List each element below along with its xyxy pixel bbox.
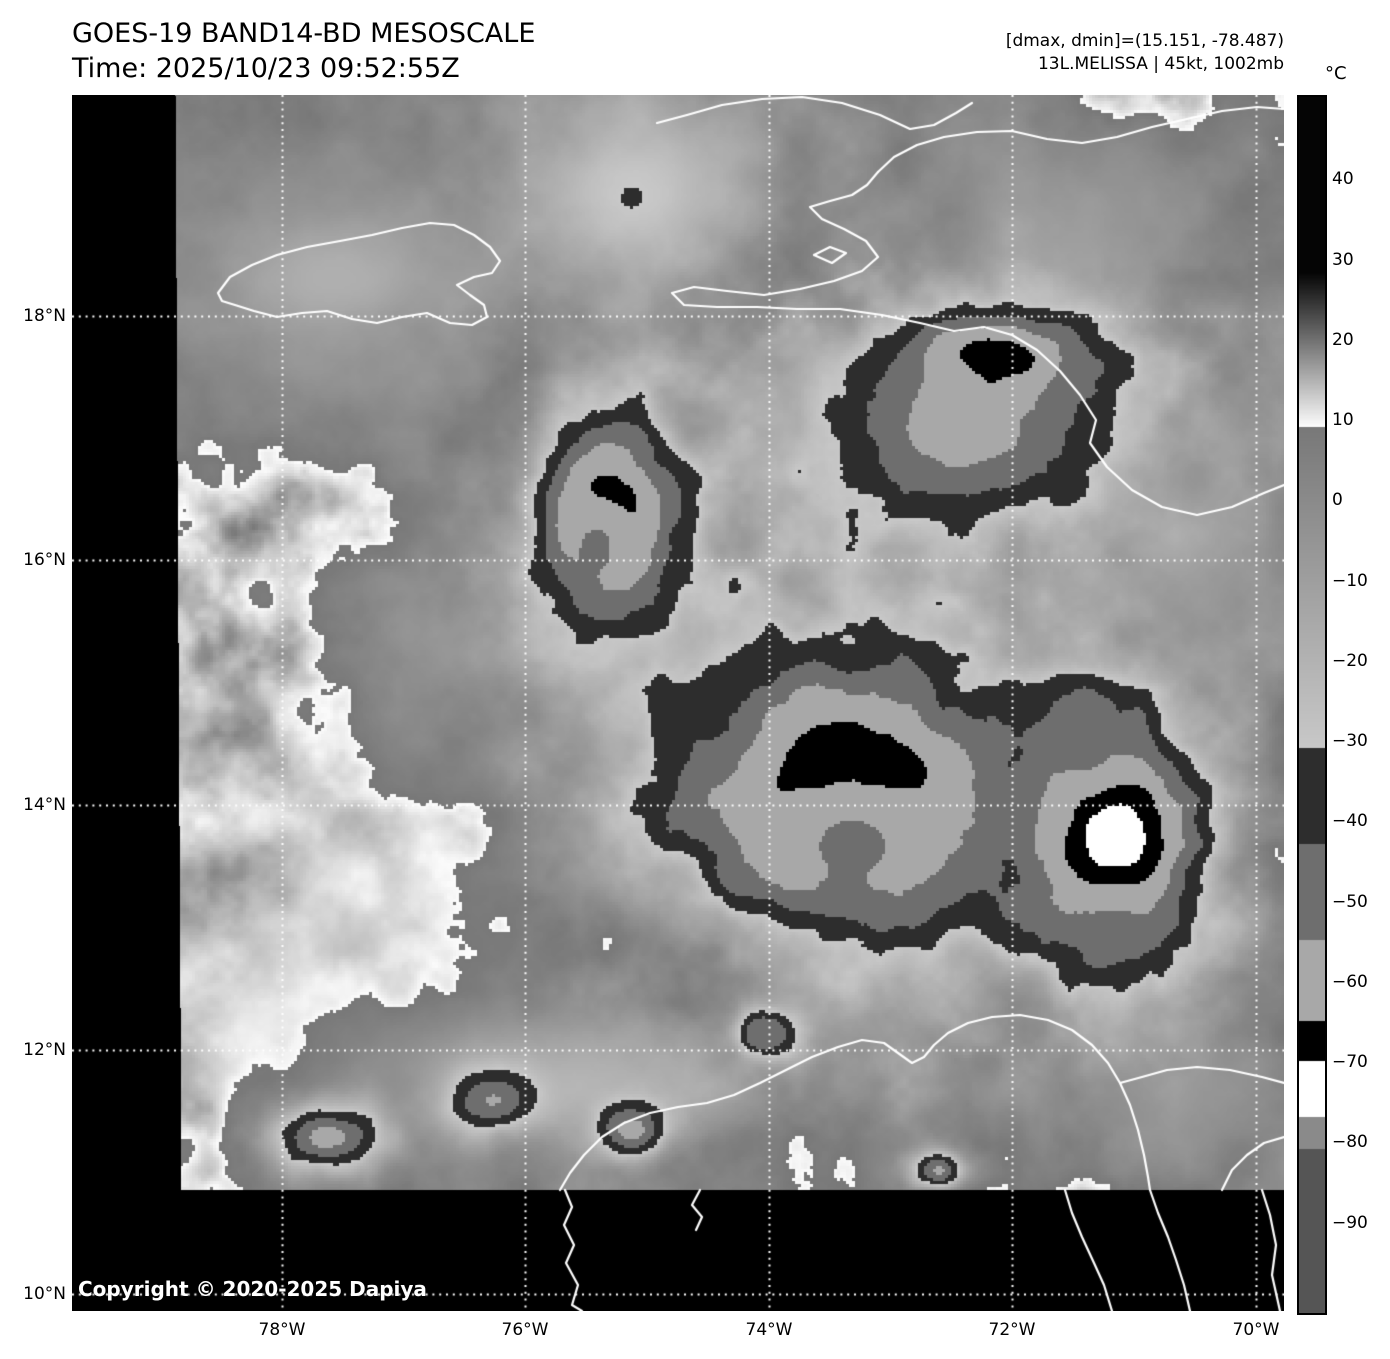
colorbar-tick-label: 10: [1332, 410, 1354, 431]
storm-info-readout: 13L.MELISSA | 45kt, 1002mb: [1037, 54, 1284, 74]
colorbar-tick-label: −20: [1332, 650, 1368, 671]
lon-tick-label: 74°W: [745, 1320, 793, 1340]
lat-tick-label: 14°N: [23, 795, 66, 815]
satellite-imagery-canvas: [72, 95, 1284, 1311]
lon-tick-label: 78°W: [258, 1320, 306, 1340]
lat-tick-label: 12°N: [23, 1040, 66, 1060]
colorbar-unit-label: °C: [1325, 63, 1347, 84]
colorbar-tick-label: −70: [1332, 1052, 1368, 1073]
lat-tick-label: 16°N: [23, 550, 66, 570]
colorbar-gradient: [1297, 95, 1327, 1315]
page-title: GOES-19 BAND14-BD MESOSCALE: [72, 18, 536, 49]
colorbar-tick-label: −40: [1332, 811, 1368, 832]
lat-tick-label: 18°N: [23, 306, 66, 326]
lat-tick-label: 10°N: [23, 1284, 66, 1304]
colorbar-tick-label: −30: [1332, 731, 1368, 752]
colorbar-tick-label: −90: [1332, 1212, 1368, 1233]
colorbar-tick-label: 30: [1332, 249, 1354, 270]
colorbar-tick-label: −10: [1332, 570, 1368, 591]
lon-tick-label: 70°W: [1232, 1320, 1280, 1340]
lon-tick-label: 76°W: [501, 1320, 549, 1340]
timestamp-line: Time: 2025/10/23 09:52:55Z: [72, 53, 460, 84]
lon-tick-label: 72°W: [988, 1320, 1036, 1340]
colorbar-tick-label: 20: [1332, 329, 1354, 350]
colorbar-tick-label: −80: [1332, 1132, 1368, 1153]
colorbar-tick-label: −50: [1332, 891, 1368, 912]
copyright-notice: Copyright © 2020-2025 Dapiya: [78, 1277, 427, 1301]
colorbar-tick-label: 0: [1332, 490, 1343, 511]
colorbar-tick-label: 40: [1332, 169, 1354, 190]
dmax-dmin-readout: [dmax, dmin]=(15.151, -78.487): [1005, 31, 1284, 51]
colorbar-tick-label: −60: [1332, 971, 1368, 992]
